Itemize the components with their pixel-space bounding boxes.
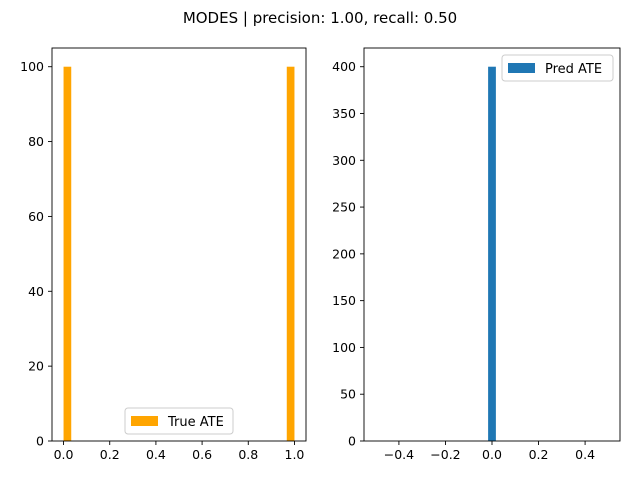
y-tick-label: 80 — [28, 134, 44, 149]
x-tick-label: 1.0 — [285, 447, 305, 462]
legend-label: True ATE — [167, 415, 224, 430]
histogram-bar — [488, 66, 496, 442]
legend-swatch — [508, 63, 535, 73]
left-histogram-panel: 0.0 0.2 0.4 0.6 0.8 1.0 0 20 40 60 80 100 True ATE — [20, 47, 307, 462]
axes-frame — [51, 47, 307, 442]
x-tick-label: −0.4 — [384, 447, 414, 462]
y-tick-label: 60 — [28, 209, 44, 224]
right-histogram-panel: −0.4 −0.2 0.0 0.2 0.4 0 50 100 150 200 250 300 350 40… — [332, 47, 621, 462]
x-tick-label: 0.6 — [192, 447, 212, 462]
x-tick-label: 0.4 — [146, 447, 166, 462]
x-tick-label: 0.4 — [575, 447, 595, 462]
y-tick-label: 40 — [28, 284, 44, 299]
y-tick-label: 100 — [332, 340, 356, 355]
y-tick-label: 0 — [36, 434, 44, 449]
y-tick-label: 250 — [332, 200, 356, 215]
legend-box — [501, 54, 614, 82]
legend: Pred ATE — [501, 54, 614, 82]
legend-swatch — [131, 416, 158, 426]
x-tick-label: 0.0 — [482, 447, 502, 462]
histogram-bar — [63, 66, 72, 442]
x-tick-label: 0.0 — [54, 447, 74, 462]
x-tick-label: −0.2 — [430, 447, 460, 462]
x-tick-label: 0.8 — [238, 447, 258, 462]
y-tick-label: 350 — [332, 106, 356, 121]
legend-label: Pred ATE — [545, 62, 602, 77]
legend-box — [124, 407, 234, 435]
y-tick-label: 200 — [332, 246, 356, 261]
x-tick-label: 0.2 — [100, 447, 120, 462]
y-tick-label: 0 — [348, 434, 356, 449]
y-tick-label: 100 — [20, 59, 44, 74]
figure-title: MODES | precision: 1.00, recall: 0.50 — [183, 9, 457, 27]
y-tick-label: 300 — [332, 153, 356, 168]
y-tick-label: 50 — [340, 387, 356, 402]
y-tick-label: 150 — [332, 293, 356, 308]
histogram-bar — [286, 66, 295, 442]
legend: True ATE — [124, 407, 234, 435]
y-tick-label: 400 — [332, 59, 356, 74]
y-tick-label: 20 — [28, 359, 44, 374]
x-tick-label: 0.2 — [529, 447, 549, 462]
